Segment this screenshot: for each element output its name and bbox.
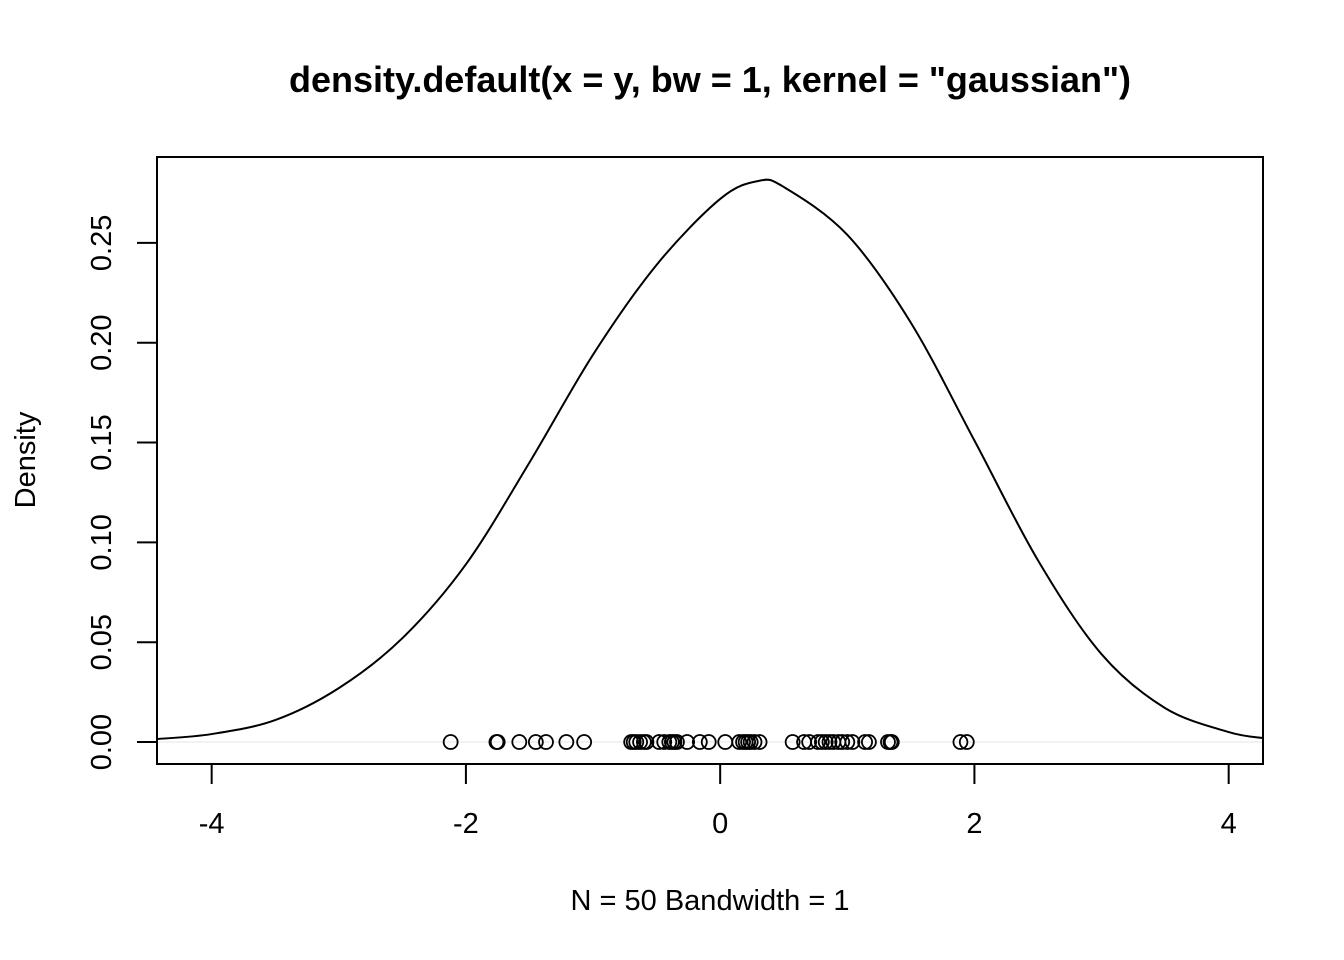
y-axis-label: Density: [10, 411, 42, 508]
x-axis: -4 -2 0 2 4: [199, 763, 1237, 840]
y-tick-label: 0.00: [86, 714, 118, 770]
data-point: [952, 734, 969, 750]
data-point: [538, 734, 554, 750]
data-point: [628, 734, 645, 750]
data-point: [834, 734, 851, 750]
data-point: [801, 734, 818, 750]
data-point: [883, 734, 900, 750]
y-tick-label: 0.05: [86, 614, 118, 670]
data-point: [700, 734, 717, 750]
data-point: [511, 734, 528, 750]
data-point: [731, 734, 748, 750]
y-axis: 0.00 0.05 0.10 0.15 0.20 0.25: [86, 215, 158, 770]
observation-points: [442, 734, 975, 750]
data-point: [861, 734, 877, 750]
data-point: [813, 734, 830, 750]
data-point: [958, 734, 975, 750]
data-point: [576, 734, 593, 750]
density-curve: [156, 178, 1264, 741]
chart-title: density.default(x = y, bw = 1, kernel = …: [289, 59, 1131, 100]
data-point: [810, 734, 826, 750]
data-point: [669, 734, 685, 750]
data-point: [817, 734, 834, 750]
data-point: [751, 734, 768, 750]
data-point: [442, 734, 459, 750]
data-point: [638, 734, 655, 750]
data-point: [691, 734, 708, 750]
x-tick-label: 0: [712, 808, 728, 840]
data-point: [857, 734, 873, 750]
data-point: [844, 734, 861, 750]
data-point: [489, 734, 506, 750]
data-point: [839, 734, 856, 750]
x-tick-label: 4: [1221, 808, 1237, 840]
data-point: [821, 734, 838, 750]
data-point: [651, 734, 668, 750]
data-point: [632, 734, 648, 750]
data-point: [656, 734, 673, 750]
x-axis-label: N = 50 Bandwidth = 1: [571, 885, 850, 917]
y-tick-label: 0.15: [86, 414, 118, 470]
y-tick-label: 0.10: [86, 514, 118, 570]
x-tick-label: -4: [199, 808, 225, 840]
x-tick-label: -2: [453, 808, 479, 840]
y-tick-label: 0.20: [86, 314, 118, 370]
y-tick-label: 0.25: [86, 215, 118, 271]
data-point: [742, 734, 759, 750]
x-tick-label: 2: [966, 808, 982, 840]
data-point: [679, 734, 696, 750]
data-point: [558, 734, 575, 750]
data-point: [746, 734, 763, 750]
data-point: [784, 734, 801, 750]
data-point: [527, 734, 544, 750]
plot-frame: [156, 156, 1264, 765]
